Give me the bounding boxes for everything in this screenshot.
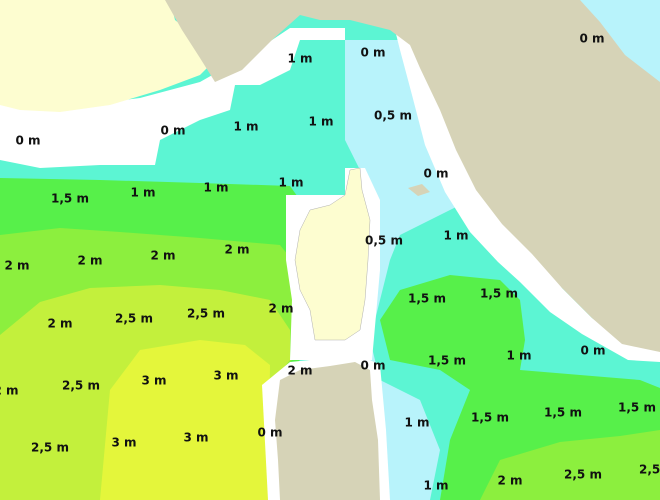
wave-label: 0 m (360, 46, 385, 60)
wave-label: 3 m (111, 436, 136, 450)
island (408, 184, 430, 196)
wave-label: 1 m (203, 181, 228, 195)
wave-label: 1,5 m (618, 401, 656, 415)
island (294, 167, 371, 341)
wave-label: 0,5 m (374, 109, 412, 123)
wave-label: 2 m (4, 259, 29, 273)
wave-label: 2,5 m (31, 441, 69, 455)
wave-label: 2,5 m (564, 468, 602, 482)
wave-label: 0 m (257, 426, 282, 440)
wave-label: 1 m (278, 176, 303, 190)
land (165, 0, 660, 352)
wave-label: 2 m (47, 317, 72, 331)
wave-label: 1,5 m (408, 292, 446, 306)
wave-label: 0 m (15, 134, 40, 148)
wave-label: 1 m (423, 479, 448, 493)
wave-label: 2 m (268, 302, 293, 316)
wave-label: 0 m (423, 167, 448, 181)
wave-label: 2,5 m (62, 379, 100, 393)
wave-label: 1 m (308, 115, 333, 129)
wave-label: 1 m (443, 229, 468, 243)
land (0, 0, 215, 112)
wave-label: 1,5 m (428, 354, 466, 368)
sea-2m (480, 430, 660, 500)
wave-label: 2 m (0, 384, 19, 398)
sea-3m (100, 340, 270, 500)
wave-label: 2 m (150, 249, 175, 263)
wave-label: 3 m (183, 431, 208, 445)
wave-label: 1 m (404, 416, 429, 430)
wave-label: 0 m (160, 124, 185, 138)
wave-label: 2,5 m (115, 312, 153, 326)
wave-label: 1 m (506, 349, 531, 363)
island (275, 362, 380, 500)
wave-label: 2 m (224, 243, 249, 257)
wave-label: 2 m (287, 364, 312, 378)
wave-label: 0 m (579, 32, 604, 46)
wave-label: 1,5 m (51, 192, 89, 206)
wave-label: 2,5 m (187, 307, 225, 321)
wave-label: 0 m (360, 359, 385, 373)
wave-label: 1 m (130, 186, 155, 200)
wave-label: 2,5 m (639, 463, 660, 477)
coastal-zone (0, 28, 345, 168)
wave-label: 1,5 m (471, 411, 509, 425)
wave-label: 1 m (233, 120, 258, 134)
wave-label: 1,5 m (544, 406, 582, 420)
wave-label: 0 m (580, 344, 605, 358)
wave-label: 1,5 m (480, 287, 518, 301)
wave-label: 3 m (213, 369, 238, 383)
wave-label: 1 m (287, 52, 312, 66)
wave-label: 2 m (77, 254, 102, 268)
wave-label: 2 m (497, 474, 522, 488)
wave-label: 0,5 m (365, 234, 403, 248)
wave-label: 3 m (141, 374, 166, 388)
